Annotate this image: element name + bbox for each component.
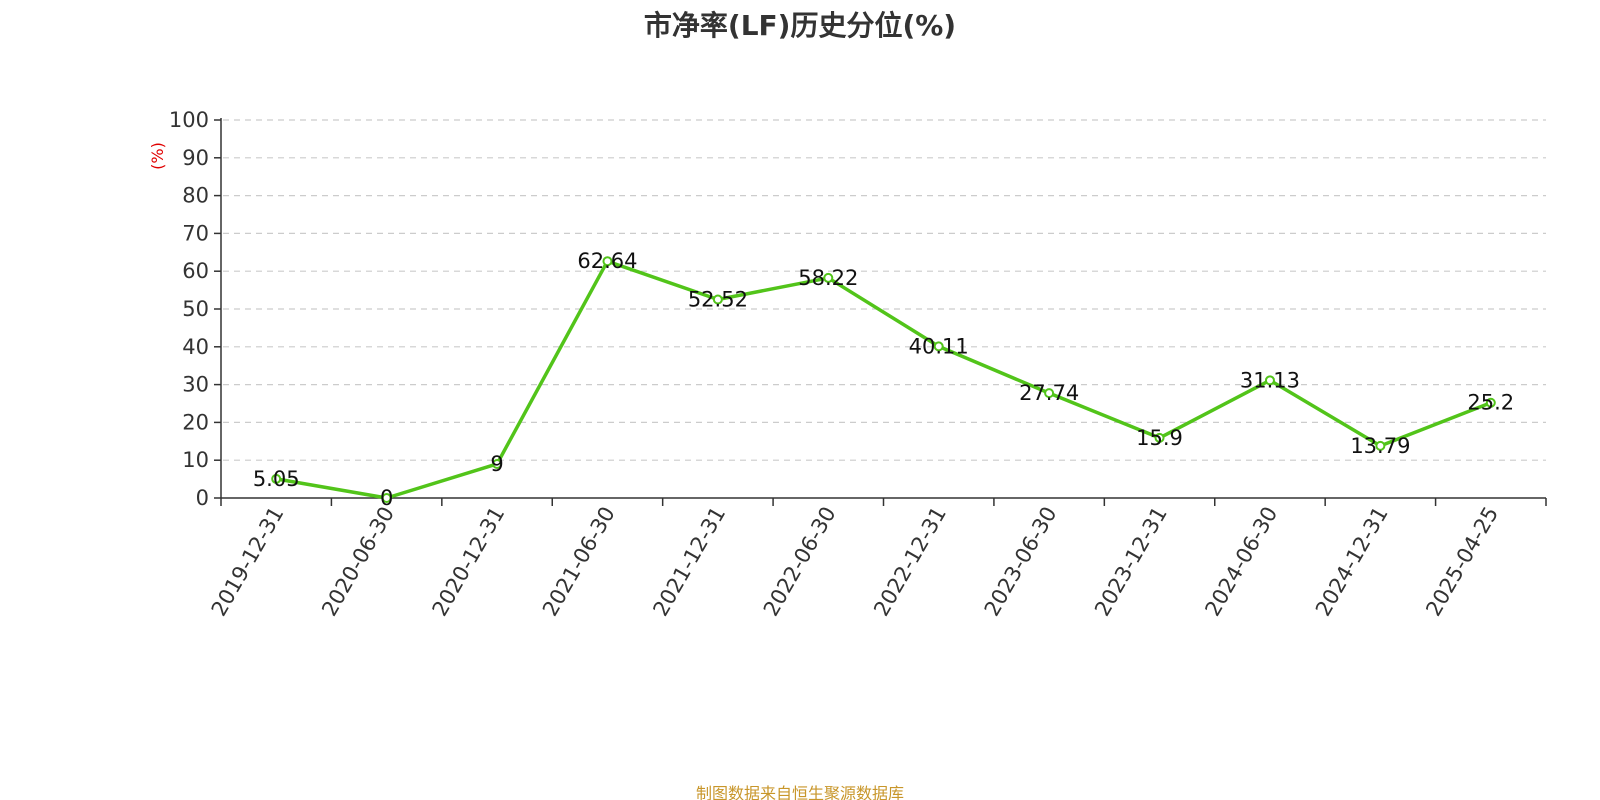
x-tick-label: 2025-04-25	[1421, 503, 1503, 621]
x-tick-label: 2024-06-30	[1200, 503, 1282, 621]
x-tick-label: 2020-06-30	[317, 503, 399, 621]
data-label: 9	[490, 452, 503, 476]
data-label: 13.79	[1350, 434, 1410, 458]
data-point	[1154, 432, 1165, 443]
data-point	[1485, 397, 1496, 408]
y-tick-label: 30	[182, 373, 209, 397]
x-tick-label: 2020-12-31	[428, 503, 510, 621]
data-point	[381, 493, 392, 503]
data-label: 40.11	[909, 334, 969, 358]
source-note: 制图数据来自恒生聚源数据库	[695, 784, 904, 800]
x-tick-label: 2022-06-30	[759, 503, 841, 621]
y-tick-label: 70	[182, 221, 209, 245]
series-line-group	[271, 256, 1496, 503]
series-line	[275, 259, 1492, 500]
y-tick-label: 90	[182, 146, 209, 170]
y-tick-label: 20	[182, 410, 209, 434]
data-point	[271, 473, 282, 484]
data-label: 62.64	[577, 249, 637, 273]
x-tick-label: 2022-12-31	[869, 503, 951, 621]
data-label: 58.22	[798, 266, 858, 290]
y-tick-label: 40	[182, 335, 209, 359]
data-point	[1375, 440, 1386, 451]
data-point	[712, 294, 723, 305]
y-tick-label: 10	[182, 448, 209, 472]
chart-title: 市净率(LF)历史分位(%)	[643, 9, 957, 42]
data-point	[933, 341, 944, 352]
x-tick-label: 2023-12-31	[1090, 503, 1172, 621]
grid-lines	[223, 119, 1546, 461]
y-tick-label: 60	[182, 259, 209, 283]
y-tick-label: 80	[182, 184, 209, 208]
data-label: 25.2	[1467, 391, 1514, 415]
data-label: 5.05	[253, 467, 300, 491]
data-point	[602, 256, 613, 267]
data-point	[1044, 388, 1055, 399]
x-tick-label: 2021-06-30	[538, 503, 620, 621]
y-tick-label: 100	[169, 108, 209, 132]
data-labels: 5.05 0 9 62.64 52.52 58.22 40.11 27.74 15.9 31.13…	[253, 249, 1514, 510]
x-tick-label: 2024-12-31	[1311, 503, 1393, 621]
data-point	[1264, 375, 1275, 386]
data-point	[823, 272, 834, 283]
data-label: 15.9	[1136, 426, 1183, 450]
data-label: 27.74	[1019, 381, 1079, 405]
data-label: 52.52	[688, 287, 748, 311]
data-label: 31.13	[1240, 368, 1300, 392]
x-tick-label: 2023-06-30	[980, 503, 1062, 621]
x-tick-label: 2019-12-31	[207, 503, 289, 621]
data-label: 0	[380, 486, 393, 510]
y-tick-label: 0	[196, 486, 209, 510]
y-axis-label: (%)	[148, 142, 167, 170]
x-tick-label: 2021-12-31	[648, 503, 730, 621]
y-tick-label: 50	[182, 297, 209, 321]
data-point	[492, 458, 503, 469]
